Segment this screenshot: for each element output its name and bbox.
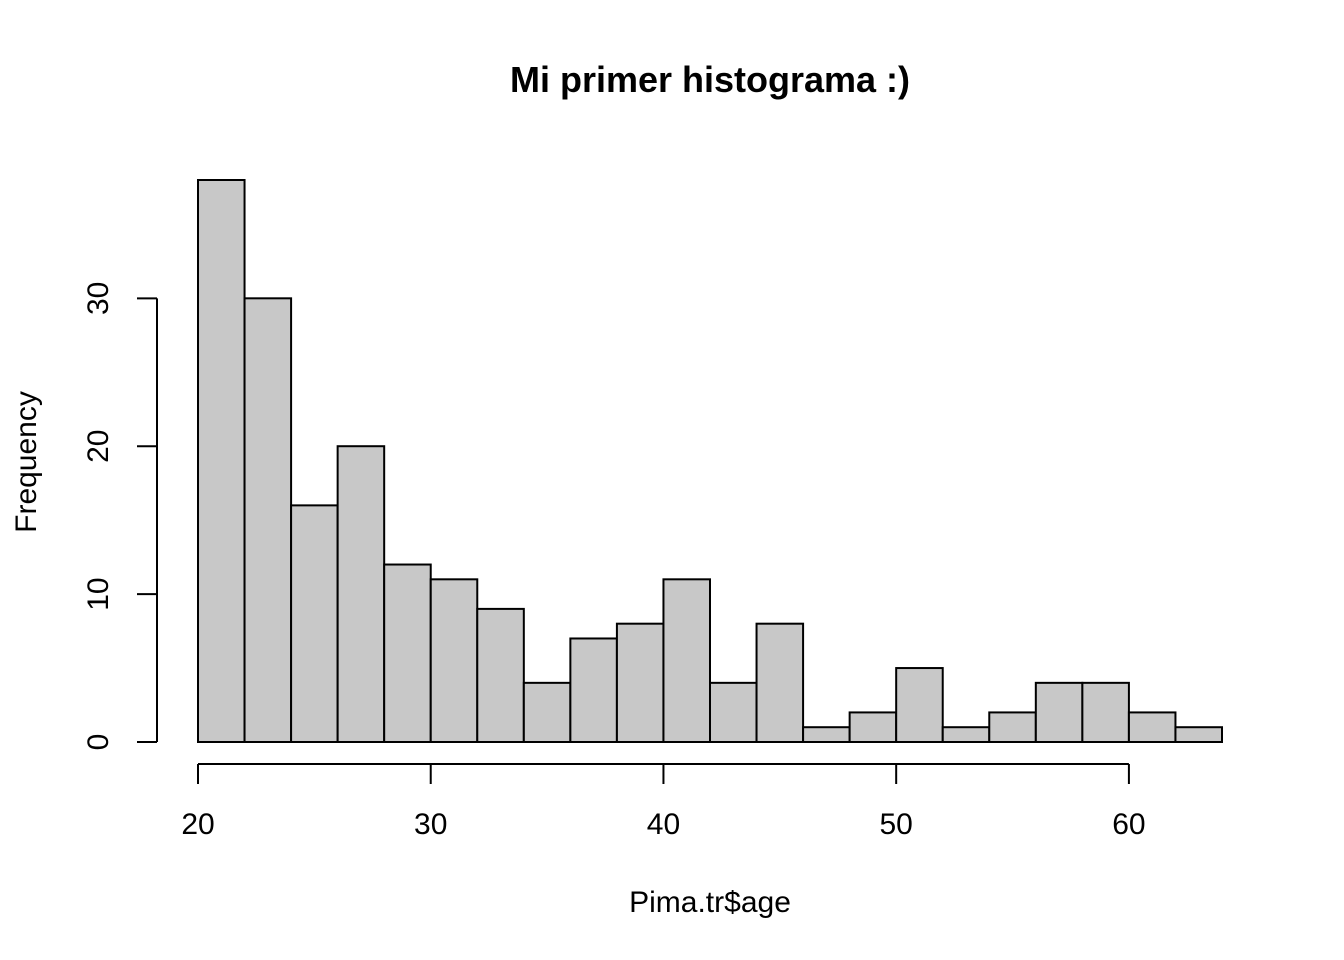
histogram-bar-38-40 [615, 622, 665, 743]
x-tick-label-20: 20 [181, 808, 214, 841]
histogram-bar-60-62 [1127, 711, 1177, 744]
histogram-bar-52-54 [941, 726, 991, 743]
histogram-bar-54-56 [988, 711, 1037, 744]
y-tick-label-30: 30 [82, 282, 115, 315]
x-axis: 20 30 40 50 60 [181, 763, 1146, 841]
histogram-bar-34-36 [522, 681, 572, 743]
chart-title: Mi primer histograma :) [510, 59, 910, 100]
histogram-bar-24-26 [290, 504, 339, 743]
bars-group [197, 179, 1224, 744]
histogram-bar-44-46 [755, 622, 805, 743]
x-tick-label-60: 60 [1112, 808, 1145, 841]
y-tick-label-20: 20 [82, 430, 115, 463]
histogram-bar-28-30 [383, 563, 432, 743]
histogram-bar-30-32 [429, 578, 479, 743]
histogram-bar-20-22 [197, 179, 246, 743]
y-tick-label-10: 10 [82, 577, 115, 610]
y-tick-label-0: 0 [82, 734, 115, 751]
histogram-bar-36-38 [569, 637, 618, 744]
x-tick-label-30: 30 [414, 808, 447, 841]
histogram-bar-58-60 [1081, 681, 1130, 743]
histogram-bar-26-28 [336, 445, 386, 743]
histogram-bar-62-64 [1174, 726, 1224, 743]
histogram-bar-48-50 [848, 711, 898, 744]
histogram-bar-46-48 [802, 726, 851, 743]
y-axis: 0 10 20 30 [82, 282, 158, 751]
histogram-bar-50-52 [895, 667, 944, 743]
histogram-bar-40-42 [662, 578, 711, 743]
histogram-bar-42-44 [709, 681, 758, 743]
histogram-bar-22-24 [243, 297, 293, 743]
x-tick-label-50: 50 [879, 808, 912, 841]
histogram-bar-32-34 [476, 607, 525, 743]
y-axis-label: Frequency [10, 391, 43, 533]
histogram-bar-56-58 [1034, 681, 1084, 743]
x-tick-label-40: 40 [647, 808, 680, 841]
x-axis-label: Pima.tr$age [629, 886, 791, 919]
